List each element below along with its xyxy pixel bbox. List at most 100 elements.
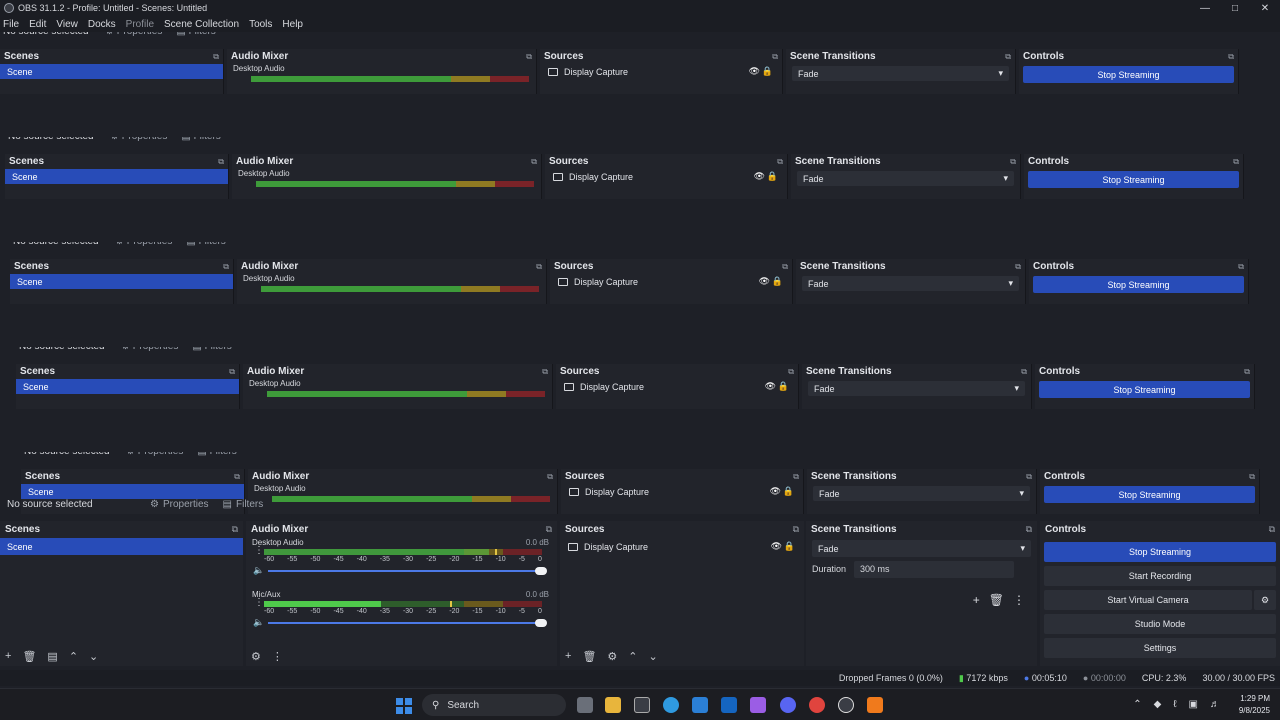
channel-menu-icon[interactable]: ⋮ [254,597,264,608]
stop-streaming-button[interactable]: Stop Streaming [1044,542,1276,562]
close-button[interactable]: ✕ [1260,2,1270,14]
volume-icon[interactable]: ♬ [1210,699,1220,710]
volume-slider[interactable] [268,619,547,627]
properties-button[interactable]: ⚙ Properties [110,137,167,142]
chrome-icon[interactable] [809,697,825,713]
source-item: Display Capture 👁 🔒 [540,64,782,79]
settings-button[interactable]: Settings [1044,638,1276,658]
menu-file[interactable]: File [3,18,20,30]
undock-icon[interactable]: ⧉ [1268,524,1275,534]
duration-input[interactable]: 300 ms [854,560,1015,578]
trash-icon[interactable]: 🗑 [988,593,1004,607]
no-source-label: No source selected [0,137,110,142]
trash-icon[interactable]: 🗑 [582,650,597,663]
filters-button[interactable]: ▤ Filters [197,452,236,457]
controls-title: Controls [1044,471,1086,482]
speaker-icon[interactable]: 🔈 [253,617,265,627]
menu-edit[interactable]: Edit [29,18,47,30]
title-bar: OBS 31.1.2 - Profile: Untitled - Scenes:… [0,0,1280,16]
outlook-icon[interactable] [721,697,737,713]
edge-icon[interactable] [663,697,679,713]
network-icon[interactable]: ▣ [1188,699,1198,710]
controls-title: Controls [1039,366,1081,377]
trash-icon[interactable]: 🗑 [22,650,37,663]
studio-mode-button[interactable]: Studio Mode [1044,614,1276,634]
task-view-icon[interactable] [577,697,593,713]
echo-source-bar: No source selected⚙ Properties ▤ Filters [0,242,1239,252]
properties-button[interactable]: ⚙ Properties [150,499,209,510]
mixer-settings-icon[interactable]: ⚙ [251,650,261,663]
preview-echo: 100% + Canvas (1920x1080) ▾No source sel… [0,452,1280,557]
start-virtual-camera-button[interactable]: Start Virtual Camera [1044,590,1252,610]
more-menu-icon[interactable]: ⋮ [271,650,283,663]
properties-label: Properties [122,137,168,142]
menu-tools[interactable]: Tools [249,18,273,30]
menu-profile[interactable]: Profile [125,18,155,30]
undock-icon[interactable]: ⧉ [231,524,238,534]
undock-icon: ⧉ [1249,471,1255,481]
mic-icon[interactable]: ◆ [1153,699,1162,710]
scene-item[interactable]: Scene [0,538,243,555]
eye-icon[interactable]: 👁 [770,541,782,551]
discord-icon[interactable] [780,697,796,713]
sources-dock: Sources ⧉ Display Capture 👁 🔒 [561,469,804,514]
lock-icon[interactable]: 🔒 [783,541,795,551]
taskbar: ⚲ Search ⌃ ◆ ℓ ▣ ♬ 1:29 PM 9/8/2025 [0,688,1280,720]
app-taskbar-icon[interactable] [867,697,883,713]
obs-taskbar-icon[interactable] [838,697,854,713]
add-icon[interactable]: + [972,593,980,607]
filters-button[interactable]: ▤ Filters [181,137,220,142]
gear-icon[interactable]: ⚙ [1254,590,1276,610]
filter-icon[interactable]: ▤ [47,650,58,663]
properties-button[interactable]: ⚙ Properties [105,32,162,37]
undock-icon[interactable]: ⧉ [1025,524,1032,534]
filters-label: Filters [236,498,264,510]
transition-select[interactable]: Fade ▾ [812,540,1031,557]
stop-streaming-button: Stop Streaming [1023,66,1234,83]
windows-start-icon[interactable] [396,698,412,714]
properties-button[interactable]: ⚙ Properties [121,347,178,352]
clock[interactable]: 1:29 PM 9/8/2025 [1239,693,1270,717]
source-item[interactable]: Display Capture 👁 🔒 [560,538,804,555]
slider-knob[interactable] [535,619,547,627]
start-recording-button[interactable]: Start Recording [1044,566,1276,586]
chevron-up-icon[interactable]: ⌃ [1133,699,1142,710]
volume-slider[interactable] [268,567,547,575]
file-explorer-icon[interactable] [605,697,621,713]
filters-button[interactable]: ▤ Filters [192,347,231,352]
filters-button[interactable]: ▤ Filters [176,32,215,37]
slider-knob[interactable] [535,567,547,575]
menu-view[interactable]: View [56,18,78,30]
gear-icon[interactable]: ⚙ [607,650,618,663]
taskbar-search[interactable]: ⚲ Search [422,694,566,716]
properties-button[interactable]: ⚙ Properties [115,242,172,247]
menu-help[interactable]: Help [282,18,303,30]
add-icon[interactable]: + [565,650,572,662]
chevron-up-icon[interactable]: ⌃ [68,650,79,663]
menu-scene-collection[interactable]: Scene Collection [164,18,240,30]
chevron-up-icon[interactable]: ⌃ [628,650,638,663]
filters-button[interactable]: ▤ Filters [223,499,264,510]
lock-icon: 🔒 [771,276,783,286]
add-icon[interactable]: + [5,650,12,662]
transition-select: Fade ▾ [797,171,1014,186]
copilot-icon[interactable] [750,697,766,713]
minimize-button[interactable]: — [1200,2,1210,14]
more-menu-icon[interactable]: ⋮ [1013,593,1025,607]
language-icon[interactable]: ℓ [1173,699,1177,710]
controls-dock: Controls ⧉ Stop Streaming Start Recording… [1040,521,1280,666]
filters-button[interactable]: ▤ Filters [186,242,225,247]
chevron-down-icon[interactable]: ⌄ [89,650,99,663]
properties-button[interactable]: ⚙ Properties [126,452,183,457]
speaker-icon[interactable]: 🔈 [253,565,265,575]
menu-docks[interactable]: Docks [87,18,116,30]
undock-icon[interactable]: ⧉ [792,524,799,534]
undock-icon[interactable]: ⧉ [545,524,552,534]
mixer-channel: Desktop Audio 0.0 dB ⋮ -60 -55 -50 -45 -40 -35 -3… [246,538,557,590]
no-source-label: No source selected [0,32,105,37]
channel-menu-icon[interactable]: ⋮ [254,545,264,556]
store-icon[interactable] [692,697,708,713]
maximize-button[interactable]: □ [1231,2,1239,14]
app-icon[interactable] [634,697,650,713]
chevron-down-icon[interactable]: ⌄ [648,650,658,663]
